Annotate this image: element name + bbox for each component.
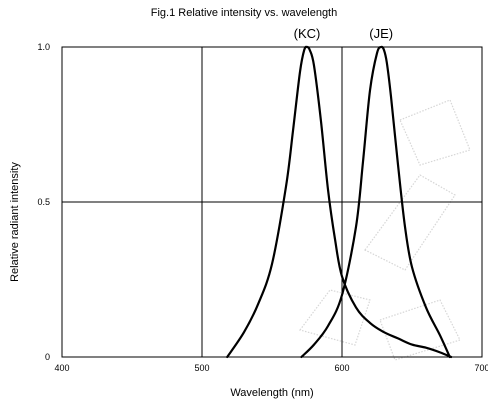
x-tick-label-1: 500 — [194, 363, 209, 373]
x-tick-label-0: 400 — [54, 363, 69, 373]
x-axis-label: Wavelength (nm) — [230, 387, 313, 399]
chart-title: Fig.1 Relative intensity vs. wavelength — [151, 7, 337, 19]
series-line-1 — [300, 45, 451, 359]
y-axis-label: Relative radiant intensity — [9, 162, 21, 282]
watermark — [298, 99, 471, 361]
series-line-0 — [226, 45, 453, 359]
series-label-1: (JE) — [369, 26, 393, 41]
x-tick-label-3: 700 — [474, 363, 488, 373]
series-label-0: (KC) — [294, 26, 321, 41]
y-tick-label-2: 1.0 — [37, 42, 50, 52]
grid — [61, 46, 483, 358]
x-tick-label-2: 600 — [334, 363, 349, 373]
x-tick-labels: 400 500 600 700 — [54, 363, 488, 373]
series-labels: (KC) (JE) — [294, 26, 393, 41]
series-group — [226, 45, 453, 359]
y-tick-label-1: 0.5 — [37, 197, 50, 207]
y-tick-label-0: 0 — [45, 352, 50, 362]
y-tick-labels: 0 0.5 1.0 — [37, 42, 50, 362]
